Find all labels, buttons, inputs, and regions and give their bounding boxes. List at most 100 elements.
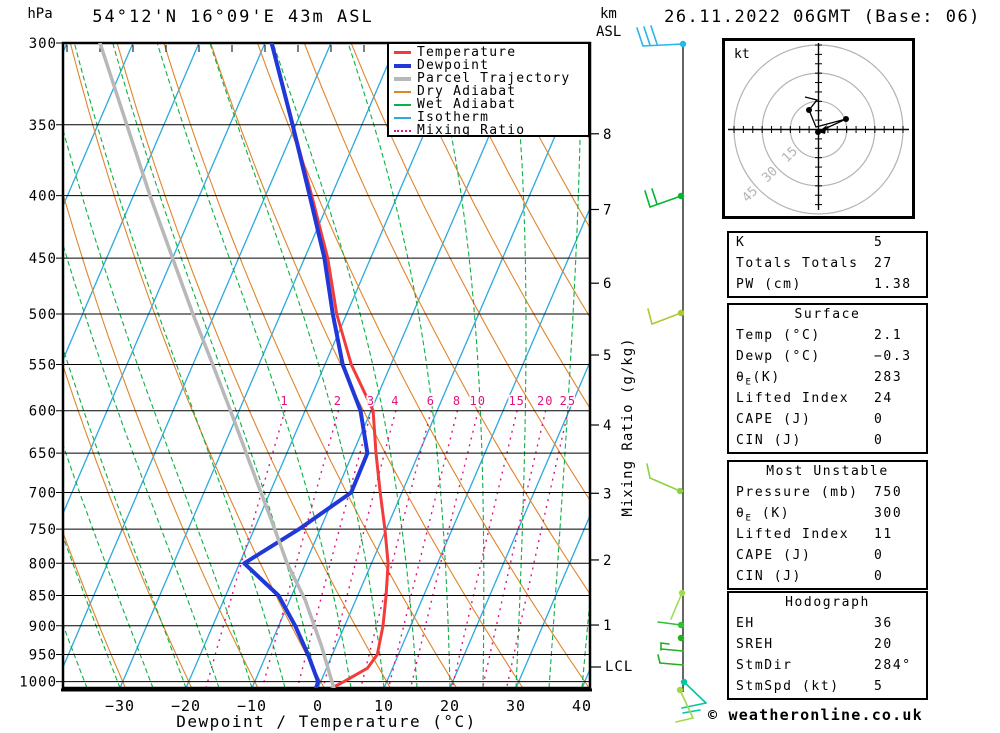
- row-value: 284°: [874, 658, 912, 673]
- legend-label: Mixing Ratio: [417, 123, 526, 138]
- temp-tick-label: 40: [572, 697, 592, 715]
- temp-tick-label: −30: [105, 697, 135, 715]
- km-tick-label: 6: [603, 276, 611, 292]
- wet-adiabat-line: [63, 534, 121, 688]
- wind-barb-segment: [660, 648, 684, 652]
- wind-barb-segment: [649, 477, 681, 492]
- wind-barb-dot: [677, 192, 685, 200]
- wind-barb-segment: [649, 195, 682, 208]
- x-axis-title: Dewpoint / Temperature (°C): [176, 712, 477, 731]
- row-label: CAPE (J): [736, 548, 812, 563]
- wind-barb: [675, 686, 694, 723]
- row-label: Dewp (°C): [736, 349, 821, 364]
- pressure-tick-label: 350: [29, 118, 57, 134]
- legend-label: Dewpoint: [417, 58, 490, 73]
- isotherm-line: [63, 43, 134, 208]
- wet-adiabat-line: [63, 346, 187, 688]
- dry-adiabat-line: [116, 43, 391, 688]
- legend-row: Dry Adiabat: [389, 85, 588, 98]
- wind-barb-dot: [678, 589, 686, 597]
- info-table-surface: Surface Temp (°C) 2.1 Dewp (°C) −0.3 θE(K) 283…: [727, 303, 928, 454]
- run-date-title: 26.11.2022 06GMT (Base: 06): [664, 7, 981, 27]
- station-title: 54°12'N 16°09'E 43m ASL: [92, 7, 374, 27]
- table-row: Temp (°C) 2.1: [729, 326, 926, 347]
- wind-barb: [646, 463, 684, 495]
- mixing-ratio-value-label: 15: [508, 394, 524, 408]
- lcl-label: LCL: [605, 659, 634, 675]
- row-label: Lifted Index: [736, 527, 850, 542]
- dry-adiabat-line: [490, 43, 590, 229]
- table-row: StmDir 284°: [729, 656, 926, 677]
- legend-row: Mixing Ratio: [389, 124, 588, 137]
- row-label: StmDir: [736, 658, 793, 673]
- km-tick-label: 5: [603, 348, 611, 364]
- mixing-ratio-value-label: 4: [391, 394, 399, 408]
- wind-barb-dot: [676, 487, 684, 495]
- legend-swatch-solid: [394, 116, 411, 119]
- row-label: PW (cm): [736, 277, 802, 292]
- hodograph-trace-dot: [843, 116, 849, 122]
- isotherm-line: [63, 43, 200, 362]
- hodograph-ring-label: 15: [779, 144, 801, 166]
- wind-barb-segment: [651, 312, 682, 325]
- mixing-ratio-value-label: 25: [560, 394, 576, 408]
- pressure-tick-label: 400: [29, 189, 57, 205]
- legend-row: Wet Adiabat: [389, 98, 588, 111]
- pressure-tick-label: 300: [29, 36, 57, 52]
- wind-barb-dot: [677, 309, 685, 317]
- table-row: θE (K) 300: [729, 504, 926, 525]
- row-label: Lifted Index: [736, 391, 850, 406]
- pressure-tick-label: 800: [29, 556, 57, 572]
- temp-tick-label: −20: [171, 697, 201, 715]
- wet-adiabat-line: [209, 43, 385, 688]
- pressure-tick-label: 450: [29, 251, 57, 267]
- dry-adiabat-line: [303, 43, 590, 595]
- table-header: Most Unstable: [766, 464, 889, 479]
- wet-adiabat-line: [430, 43, 485, 688]
- dry-adiabat-line: [256, 43, 590, 688]
- wet-adiabat-line: [63, 127, 253, 688]
- row-label: θE (K): [736, 506, 791, 524]
- legend-label: Dry Adiabat: [417, 84, 517, 99]
- row-value: 283: [874, 370, 903, 385]
- row-value: 27: [874, 256, 893, 271]
- table-row: Totals Totals 27: [729, 254, 926, 275]
- pressure-tick-label: 750: [29, 522, 57, 538]
- row-value: 11: [874, 527, 893, 542]
- wind-barb-dot: [677, 634, 685, 642]
- legend-label: Parcel Trajectory: [417, 71, 571, 86]
- table-row: CIN (J) 0: [729, 567, 926, 588]
- pressure-tick-label: 950: [29, 647, 57, 663]
- row-label: CIN (J): [736, 433, 802, 448]
- hodograph-trace: [804, 96, 847, 133]
- wet-adiabat-line: [347, 43, 451, 688]
- km-tick-label: 4: [603, 418, 611, 434]
- wind-barb-segment: [636, 27, 644, 47]
- mixing-ratio-value-label: 6: [427, 394, 435, 408]
- wet-adiabat-line: [548, 43, 582, 688]
- row-label: Totals Totals: [736, 256, 859, 271]
- row-value: 20: [874, 637, 893, 652]
- mixing-ratio-line: [481, 403, 548, 688]
- info-table-hodograph: Hodograph EH 36 SREH 20 StmDir 284° StmSpd (kt)…: [727, 591, 928, 700]
- wind-barb-segment: [670, 592, 683, 620]
- mixing-ratio-value-label: 10: [470, 394, 486, 408]
- pressure-tick-label: 900: [29, 619, 57, 635]
- km-tick-label: 8: [603, 127, 611, 143]
- legend-row: Isotherm: [389, 111, 588, 124]
- legend-label: Temperature: [417, 45, 517, 60]
- table-row: SREH 20: [729, 635, 926, 656]
- wind-barb-segment: [682, 709, 701, 714]
- wet-adiabat-line: [156, 43, 352, 688]
- row-value: 36: [874, 616, 893, 631]
- legend: Temperature Dewpoint Parcel Trajectory Dry …: [387, 42, 590, 137]
- wind-barb-segment: [659, 662, 684, 666]
- dry-adiabat-line: [63, 364, 193, 688]
- isotherm-line: [0, 43, 1, 688]
- wind-barb: [657, 634, 685, 666]
- temp-tick-label: 20: [440, 697, 460, 715]
- wet-adiabat-line: [272, 43, 418, 688]
- pressure-tick-label: 600: [29, 404, 57, 420]
